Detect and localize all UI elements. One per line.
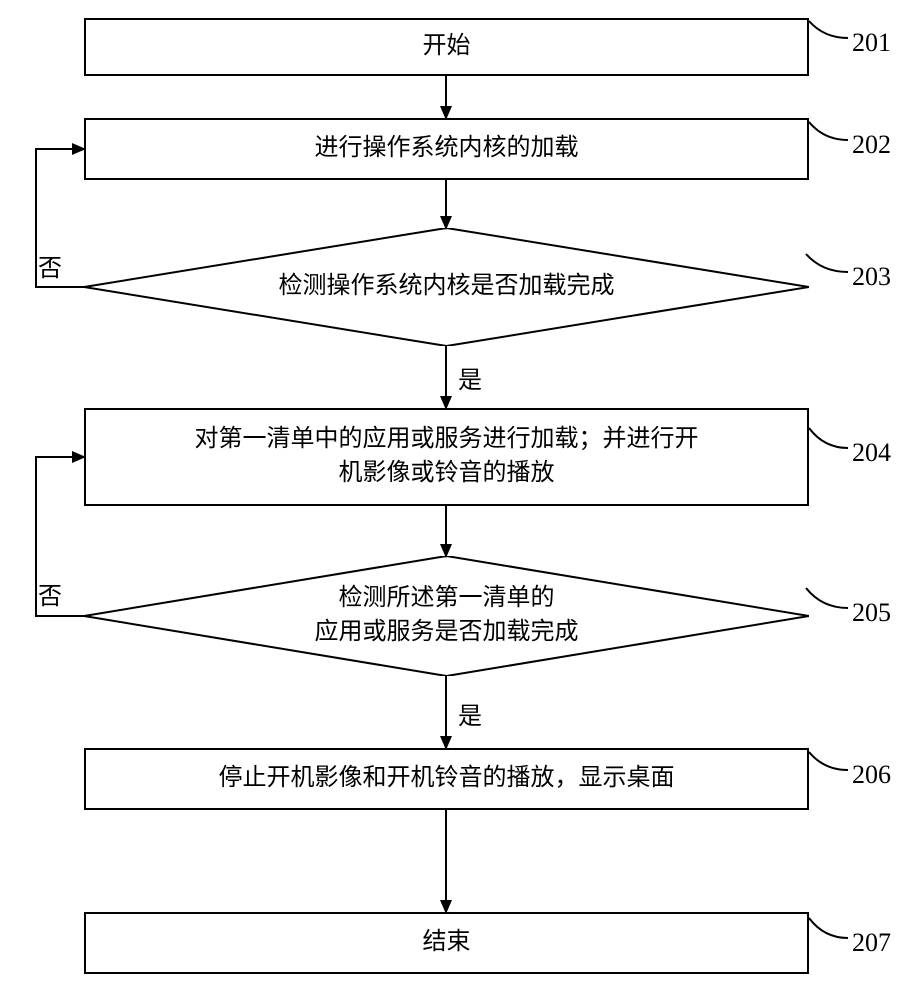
label-yes-1: 是 (458, 360, 482, 395)
ref-206: 206 (852, 760, 891, 790)
node-end-text: 结束 (423, 926, 471, 960)
node-stop-show-desktop: 停止开机影像和开机铃音的播放，显示桌面 (84, 748, 809, 810)
node-start-text: 开始 (423, 30, 471, 64)
node-load-first-list-text: 对第一清单中的应用或服务进行加载；并进行开 机影像或铃音的播放 (195, 423, 699, 490)
node-load-kernel: 进行操作系统内核的加载 (84, 118, 809, 180)
node-check-first-list: 检测所述第一清单的 应用或服务是否加载完成 (84, 556, 809, 676)
node-start: 开始 (84, 18, 809, 76)
ref-202: 202 (852, 130, 891, 160)
node-check-kernel-text: 检测操作系统内核是否加载完成 (279, 270, 615, 304)
node-load-first-list: 对第一清单中的应用或服务进行加载；并进行开 机影像或铃音的播放 (84, 408, 809, 506)
ref-201: 201 (852, 28, 891, 58)
node-load-kernel-text: 进行操作系统内核的加载 (315, 132, 579, 166)
ref-204: 204 (852, 438, 891, 468)
ref-205: 205 (852, 598, 891, 628)
label-no-2: 否 (38, 576, 62, 611)
ref-207: 207 (852, 928, 891, 958)
label-yes-2: 是 (458, 696, 482, 731)
flowchart-canvas: 开始 进行操作系统内核的加载 检测操作系统内核是否加载完成 对第一清单中的应用或… (0, 0, 912, 1000)
node-stop-show-desktop-text: 停止开机影像和开机铃音的播放，显示桌面 (219, 762, 675, 796)
node-check-kernel: 检测操作系统内核是否加载完成 (84, 228, 809, 346)
ref-203: 203 (852, 262, 891, 292)
node-end: 结束 (84, 912, 809, 974)
label-no-1: 否 (38, 248, 62, 283)
node-check-first-list-text: 检测所述第一清单的 应用或服务是否加载完成 (315, 582, 579, 649)
